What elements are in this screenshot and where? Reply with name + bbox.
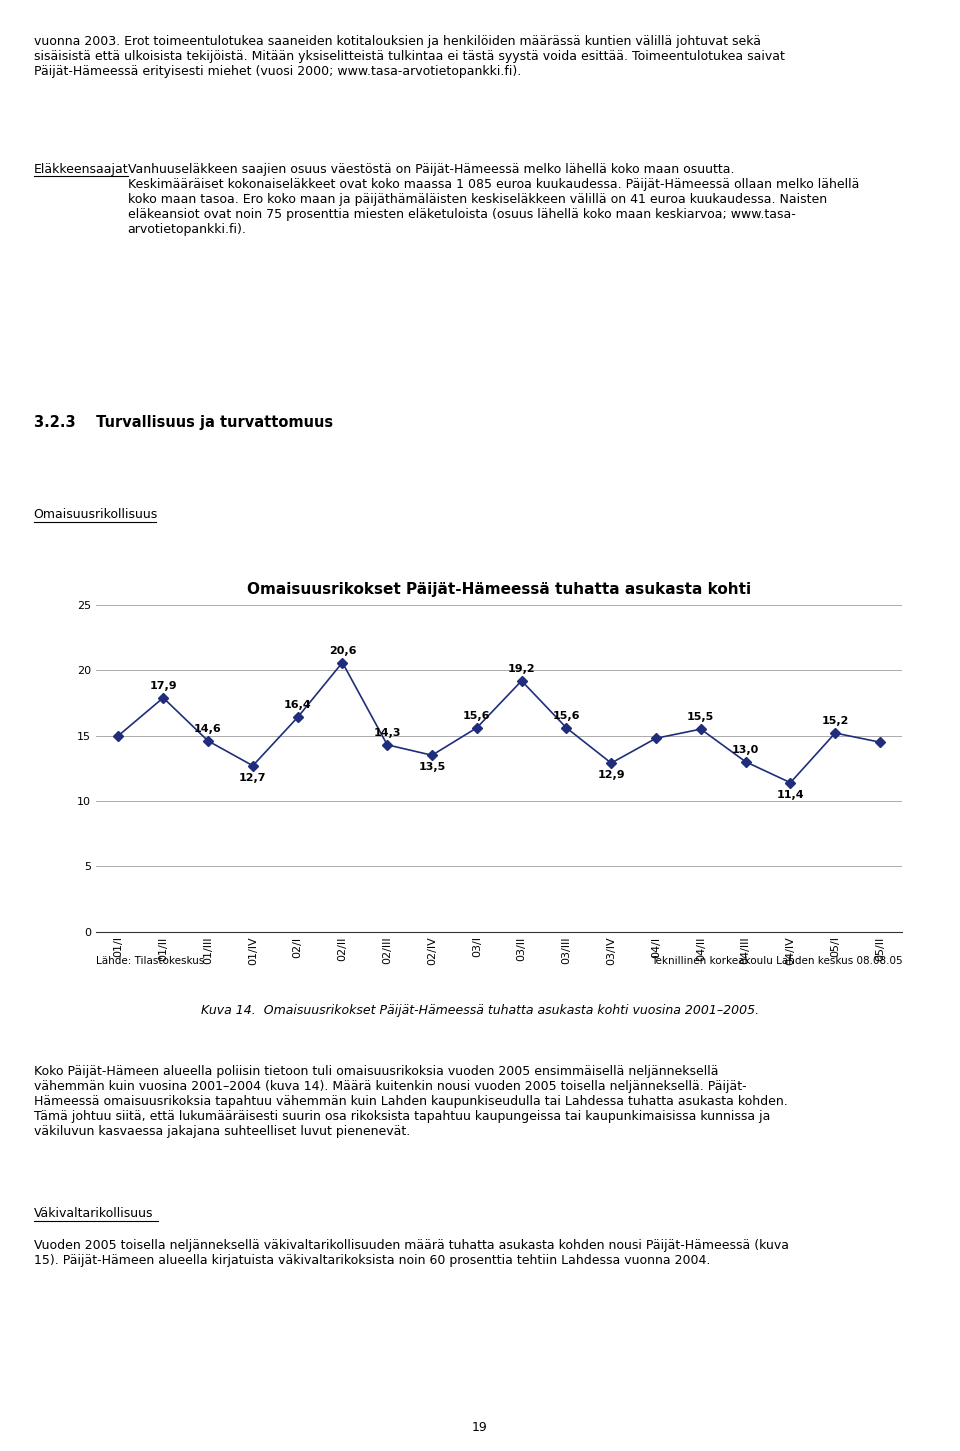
Text: 15,2: 15,2 bbox=[822, 717, 849, 726]
Text: Omaisuusrikollisuus: Omaisuusrikollisuus bbox=[34, 508, 157, 521]
Title: Omaisuusrikokset Päijät-Hämeessä tuhatta asukasta kohti: Omaisuusrikokset Päijät-Hämeessä tuhatta… bbox=[247, 582, 752, 596]
Text: 13,0: 13,0 bbox=[732, 744, 759, 755]
Text: 14,3: 14,3 bbox=[373, 728, 401, 739]
Text: 19: 19 bbox=[472, 1421, 488, 1434]
Text: 14,6: 14,6 bbox=[194, 724, 222, 734]
Text: Kuva 14.  Omaisuusrikokset Päijät-Hämeessä tuhatta asukasta kohti vuosina 2001–2: Kuva 14. Omaisuusrikokset Päijät-Hämeess… bbox=[201, 1004, 759, 1017]
Text: 12,7: 12,7 bbox=[239, 772, 267, 782]
Text: 15,6: 15,6 bbox=[463, 711, 491, 721]
Text: 11,4: 11,4 bbox=[777, 789, 804, 800]
Text: 13,5: 13,5 bbox=[419, 762, 445, 772]
Text: Teknillinen korkeakoulu Lahden keskus 08.08.05: Teknillinen korkeakoulu Lahden keskus 08… bbox=[651, 956, 902, 966]
Text: Väkivaltarikollisuus: Väkivaltarikollisuus bbox=[34, 1207, 153, 1220]
Text: Lähde: Tilastokeskus: Lähde: Tilastokeskus bbox=[96, 956, 204, 966]
Text: Eläkkeensaajat: Eläkkeensaajat bbox=[34, 163, 129, 176]
Text: vuonna 2003. Erot toimeentulotukea saaneiden kotitalouksien ja henkilöiden määrä: vuonna 2003. Erot toimeentulotukea saane… bbox=[34, 35, 784, 78]
Text: Koko Päijät-Hämeen alueella poliisin tietoon tuli omaisuusrikoksia vuoden 2005 e: Koko Päijät-Hämeen alueella poliisin tie… bbox=[34, 1065, 787, 1138]
Text: 12,9: 12,9 bbox=[597, 770, 625, 781]
Text: Vanhuuseläkkeen saajien osuus väestöstä on Päijät-Hämeessä melko lähellä koko ma: Vanhuuseläkkeen saajien osuus väestöstä … bbox=[128, 163, 859, 235]
Text: 3.2.3    Turvallisuus ja turvattomuus: 3.2.3 Turvallisuus ja turvattomuus bbox=[34, 415, 333, 429]
Text: 15,6: 15,6 bbox=[553, 711, 580, 721]
Text: 16,4: 16,4 bbox=[284, 701, 311, 711]
Text: 19,2: 19,2 bbox=[508, 665, 536, 673]
Text: 20,6: 20,6 bbox=[328, 646, 356, 656]
Text: Vuoden 2005 toisella neljänneksellä väkivaltarikollisuuden määrä tuhatta asukast: Vuoden 2005 toisella neljänneksellä väki… bbox=[34, 1239, 788, 1267]
Text: 15,5: 15,5 bbox=[687, 712, 714, 723]
Text: 17,9: 17,9 bbox=[150, 681, 177, 691]
